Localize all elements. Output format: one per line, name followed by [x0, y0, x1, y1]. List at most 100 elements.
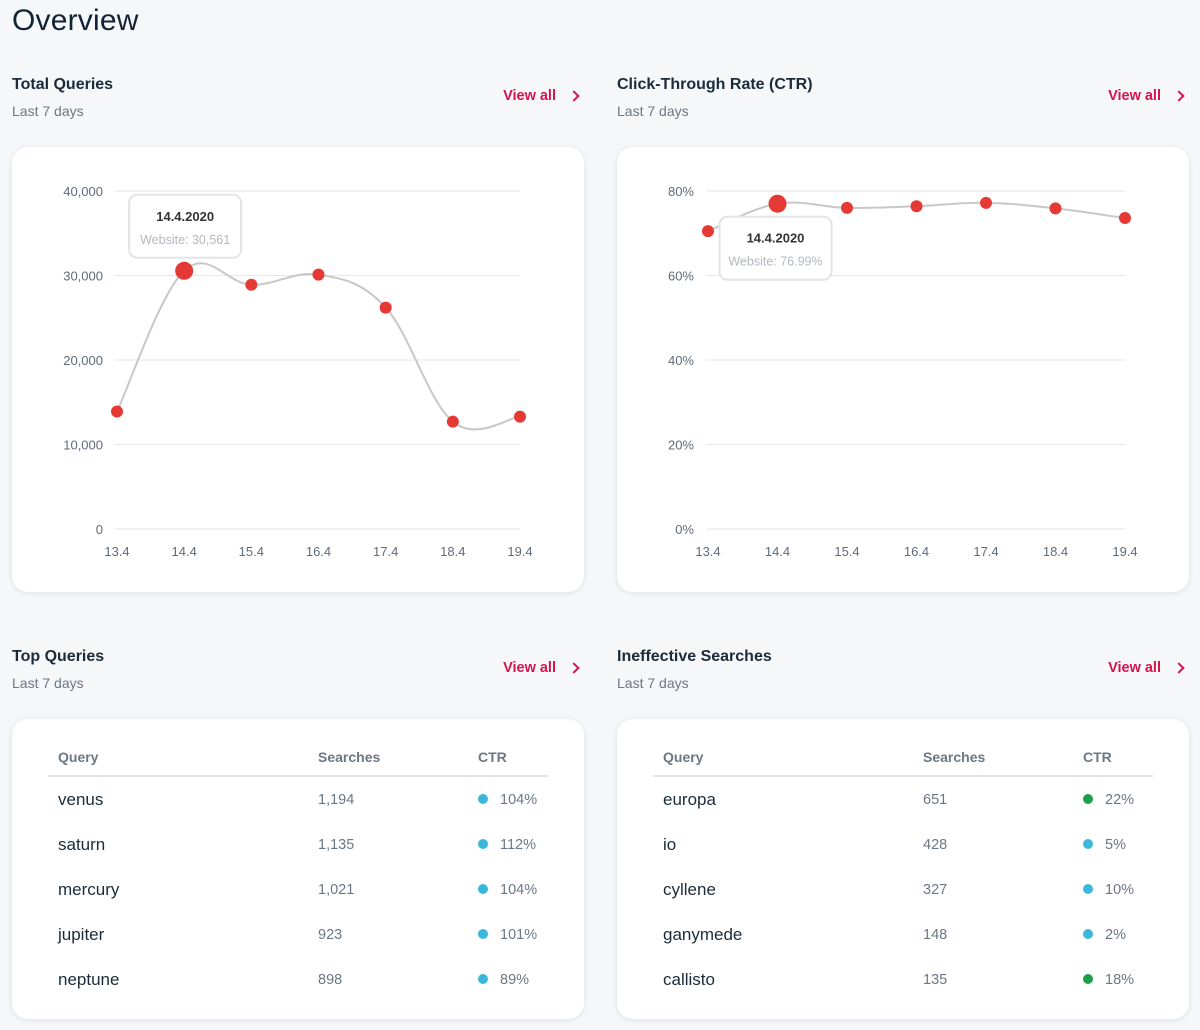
- view-all-link[interactable]: View all: [1108, 88, 1185, 104]
- ctr-cell: 89%: [468, 957, 548, 1002]
- tooltip-title: 14.4.2020: [156, 209, 214, 224]
- y-tick-label: 40%: [668, 353, 694, 368]
- query-cell[interactable]: venus: [58, 789, 104, 809]
- total-queries-card: 0 10,000 20,000 30,000 40,000 13.4 14.4 15.4 16.…: [12, 147, 584, 592]
- y-tick-label: 0%: [675, 522, 694, 537]
- column-header-query[interactable]: Query: [48, 739, 308, 777]
- column-header-query[interactable]: Query: [653, 739, 913, 777]
- x-tick-label: 17.4: [373, 544, 398, 559]
- table-header-row: Query Searches CTR: [653, 739, 1153, 777]
- ineffective-searches-table: Query Searches CTR europa 651 22% io 428 5% cy…: [653, 739, 1153, 1002]
- chevron-right-icon: [568, 90, 580, 102]
- table-row[interactable]: venus 1,194 104%: [48, 776, 548, 822]
- column-header-ctr[interactable]: CTR: [468, 739, 548, 777]
- data-point-highlighted: [175, 261, 194, 280]
- section-subtitle: Last 7 days: [12, 103, 84, 119]
- status-dot-icon: [1083, 838, 1093, 849]
- table-header-row: Query Searches CTR: [48, 739, 548, 777]
- y-tick-label: 20,000: [63, 353, 103, 368]
- searches-cell: 148: [923, 926, 948, 943]
- x-tick-label: 17.4: [973, 544, 998, 559]
- status-dot-icon: [1083, 973, 1093, 984]
- x-tick-label: 18.4: [440, 544, 465, 559]
- data-point: [1049, 202, 1062, 215]
- data-point: [111, 405, 123, 418]
- query-cell[interactable]: mercury: [58, 879, 120, 899]
- column-header-searches[interactable]: Searches: [913, 739, 1073, 777]
- view-all-link[interactable]: View all: [503, 660, 580, 676]
- query-cell[interactable]: jupiter: [58, 924, 105, 944]
- query-cell[interactable]: ganymede: [663, 924, 743, 944]
- y-tick-label: 20%: [668, 438, 694, 453]
- view-all-label: View all: [1108, 88, 1161, 104]
- x-tick-label: 14.4: [765, 544, 790, 559]
- query-cell[interactable]: saturn: [58, 834, 106, 854]
- ctr-value: 10%: [1105, 881, 1135, 898]
- y-tick-label: 60%: [668, 269, 694, 284]
- searches-cell: 1,021: [318, 881, 355, 898]
- ctr-cell: 104%: [468, 776, 548, 822]
- ctr-cell: 5%: [1073, 822, 1153, 867]
- x-tick-label: 15.4: [834, 544, 859, 559]
- status-dot-icon: [1083, 928, 1093, 939]
- series-line: [116, 262, 521, 431]
- ctr-value: 104%: [500, 791, 538, 808]
- tooltip: 14.4.2020 Website: 30,561: [128, 193, 243, 259]
- ctr-chart: 0% 20% 40% 60% 80% 13.4 14.4 15.4 16.4 17.4 18.4 19…: [668, 184, 1138, 559]
- data-point: [312, 268, 325, 281]
- column-header-searches[interactable]: Searches: [308, 739, 468, 777]
- section-title: Total Queries: [12, 76, 114, 93]
- view-all-label: View all: [503, 660, 556, 676]
- searches-cell: 898: [318, 971, 343, 988]
- x-tick-label: 19.4: [507, 544, 532, 559]
- data-point: [702, 225, 714, 238]
- table-row[interactable]: ganymede 148 2%: [653, 912, 1153, 957]
- status-dot-icon: [1083, 793, 1093, 804]
- tooltip: 14.4.2020 Website: 76.99%: [718, 215, 833, 281]
- query-cell[interactable]: neptune: [58, 969, 120, 989]
- searches-cell: 651: [923, 791, 948, 808]
- ctr-value: 104%: [500, 881, 538, 898]
- section-subtitle: Last 7 days: [12, 675, 84, 691]
- ctr-cell: 112%: [468, 822, 548, 867]
- x-tick-label: 16.4: [306, 544, 331, 559]
- data-point: [841, 201, 853, 214]
- table-row[interactable]: saturn 1,135 112%: [48, 822, 548, 867]
- table-row[interactable]: jupiter 923 101%: [48, 912, 548, 957]
- y-tick-label: 80%: [668, 184, 694, 199]
- table-body: venus 1,194 104% saturn 1,135 112% mercury 1,02…: [48, 776, 548, 1002]
- searches-cell: 1,135: [318, 836, 355, 853]
- ctr-value: 5%: [1105, 836, 1126, 853]
- data-point-highlighted: [768, 194, 787, 213]
- data-point: [514, 410, 526, 423]
- data-point: [446, 415, 459, 428]
- ctr-value: 22%: [1105, 791, 1135, 808]
- ctr-cell: 101%: [468, 912, 548, 957]
- table-row[interactable]: mercury 1,021 104%: [48, 867, 548, 912]
- ctr-value: 112%: [500, 836, 537, 853]
- table-row[interactable]: europa 651 22%: [653, 776, 1153, 822]
- table-row[interactable]: neptune 898 89%: [48, 957, 548, 1002]
- table-row[interactable]: cyllene 327 10%: [653, 867, 1153, 912]
- total-queries-chart: 0 10,000 20,000 30,000 40,000 13.4 14.4 15.4 16.…: [63, 184, 532, 559]
- table-row[interactable]: io 428 5%: [653, 822, 1153, 867]
- top-queries-table: Query Searches CTR venus 1,194 104% saturn 1…: [48, 739, 548, 1002]
- query-cell[interactable]: callisto: [663, 969, 715, 989]
- query-cell[interactable]: io: [663, 834, 677, 854]
- tooltip-box: [128, 193, 243, 259]
- ctr-value: 101%: [500, 926, 538, 943]
- data-point: [1119, 212, 1131, 225]
- ineffective-searches-card: Query Searches CTR europa 651 22% io 428 5% cy…: [617, 719, 1189, 1019]
- y-tick-label: 30,000: [63, 269, 103, 284]
- query-cell[interactable]: europa: [663, 789, 716, 809]
- ctr-cell: 18%: [1073, 957, 1153, 1002]
- query-cell[interactable]: cyllene: [663, 879, 716, 899]
- table-row[interactable]: callisto 135 18%: [653, 957, 1153, 1002]
- x-tick-label: 15.4: [239, 544, 264, 559]
- column-header-ctr[interactable]: CTR: [1073, 739, 1153, 777]
- ctr-value: 2%: [1105, 926, 1126, 943]
- view-all-link[interactable]: View all: [503, 88, 580, 104]
- view-all-link[interactable]: View all: [1108, 660, 1185, 676]
- status-dot-icon: [1083, 883, 1093, 894]
- ctr-cell: 2%: [1073, 912, 1153, 957]
